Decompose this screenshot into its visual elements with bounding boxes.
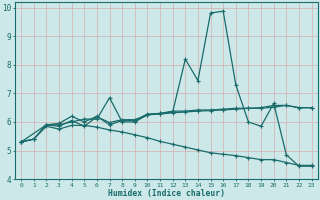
X-axis label: Humidex (Indice chaleur): Humidex (Indice chaleur) xyxy=(108,189,225,198)
